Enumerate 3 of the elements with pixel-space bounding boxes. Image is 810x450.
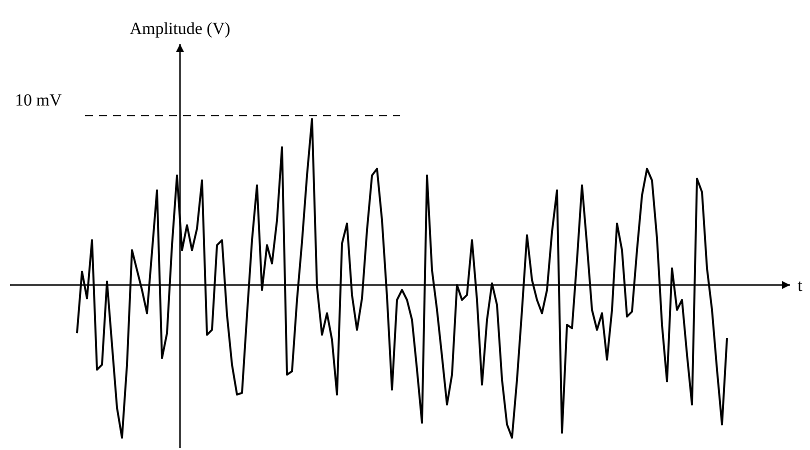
ref-line-label: 10 mV [15,90,62,110]
y-axis-title: Amplitude (V) [130,19,230,38]
x-axis-title: t [798,276,803,295]
